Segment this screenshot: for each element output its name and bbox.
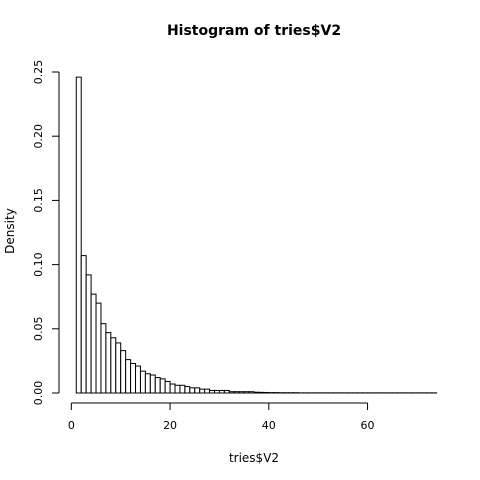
histogram-bar — [228, 391, 235, 394]
y-tick-label: 0.15 — [32, 188, 45, 213]
x-tick-label: 20 — [163, 419, 177, 432]
histogram-bar — [110, 337, 117, 394]
histogram-bar — [149, 374, 156, 394]
histogram-bar — [214, 389, 220, 394]
histogram-bar — [258, 391, 265, 394]
histogram-bar — [243, 391, 250, 394]
histogram-bar — [169, 383, 176, 394]
histogram-bar — [263, 391, 270, 394]
histogram-bar — [159, 378, 166, 394]
histogram-bar — [154, 377, 161, 394]
histogram-bar — [75, 76, 82, 394]
histogram-bar — [100, 323, 107, 394]
histogram-bar — [233, 391, 240, 394]
x-axis: 0 20 40 60 — [68, 402, 375, 432]
histogram-bar — [95, 302, 102, 394]
histogram-bar — [209, 389, 216, 394]
histogram-bar — [179, 384, 186, 394]
y-tick-label: 0.25 — [32, 60, 45, 85]
histogram-bar — [139, 370, 146, 394]
x-axis-label: tries$V2 — [229, 451, 279, 465]
chart-title: Histogram of tries$V2 — [167, 23, 341, 39]
histogram-bar — [80, 255, 87, 394]
y-axis-label: Density — [3, 208, 17, 254]
y-axis: 0.00 0.05 0.10 0.15 0.20 0.25 — [32, 60, 60, 406]
histogram-bar — [253, 391, 260, 394]
histogram-bar — [105, 332, 112, 394]
x-tick-label: 60 — [361, 419, 375, 432]
histogram-bar — [199, 388, 206, 394]
histogram-bar — [189, 387, 196, 394]
histogram-bar — [120, 350, 127, 394]
histogram-bar — [164, 380, 171, 394]
histogram-bar — [115, 342, 122, 394]
x-tick-label: 0 — [68, 419, 75, 432]
bars-group — [75, 76, 438, 394]
histogram-bar — [194, 387, 201, 394]
histogram-bar — [144, 373, 151, 394]
histogram-bar — [248, 391, 255, 394]
histogram-bar — [223, 389, 230, 394]
y-tick-label: 0.20 — [32, 124, 45, 149]
histogram-bar — [184, 386, 191, 394]
histogram-bar — [90, 293, 97, 394]
histogram-bar — [135, 365, 141, 394]
x-tick-label: 40 — [262, 419, 276, 432]
histogram-bar — [238, 391, 245, 394]
y-tick-label: 0.00 — [32, 381, 45, 406]
histogram-bar — [85, 274, 92, 394]
histogram-bar — [204, 388, 211, 394]
histogram-bar — [130, 362, 137, 394]
y-tick-label: 0.10 — [32, 252, 45, 277]
y-tick-label: 0.05 — [32, 317, 45, 342]
histogram-bar — [125, 359, 132, 394]
histogram-bar — [218, 389, 225, 394]
histogram-bar — [174, 384, 181, 394]
